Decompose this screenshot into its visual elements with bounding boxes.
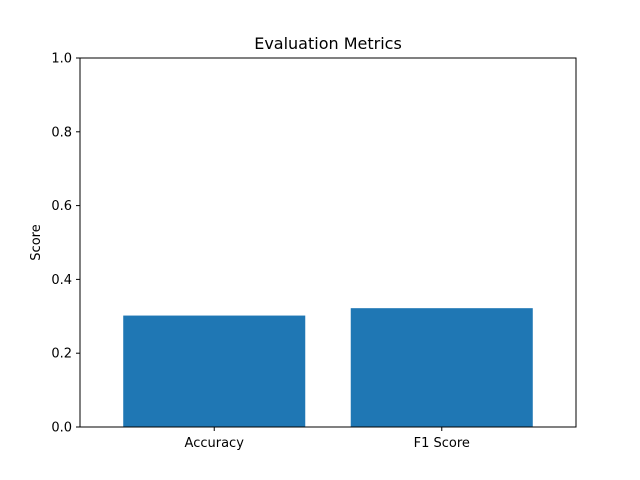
bars-group xyxy=(123,308,533,427)
chart-title: Evaluation Metrics xyxy=(254,34,402,53)
x-axis: Accuracy F1 Score xyxy=(185,427,470,451)
plot-frame xyxy=(79,57,577,428)
y-axis-label: Score xyxy=(29,224,44,260)
y-tick-label: 0.0 xyxy=(51,421,72,436)
y-tick-label: 0.2 xyxy=(51,347,72,362)
y-tick-label: 0.6 xyxy=(51,199,72,214)
y-tick-label: 0.8 xyxy=(51,125,72,140)
y-tick-label: 0.4 xyxy=(51,273,72,288)
bar-accuracy xyxy=(123,315,306,427)
x-tick-label: Accuracy xyxy=(185,436,245,451)
bar-f1-score xyxy=(350,308,533,427)
x-tick-label: F1 Score xyxy=(414,436,470,451)
y-axis: 0.0 0.2 0.4 0.6 0.8 1.0 xyxy=(51,52,80,436)
y-tick-label: 1.0 xyxy=(51,52,72,67)
